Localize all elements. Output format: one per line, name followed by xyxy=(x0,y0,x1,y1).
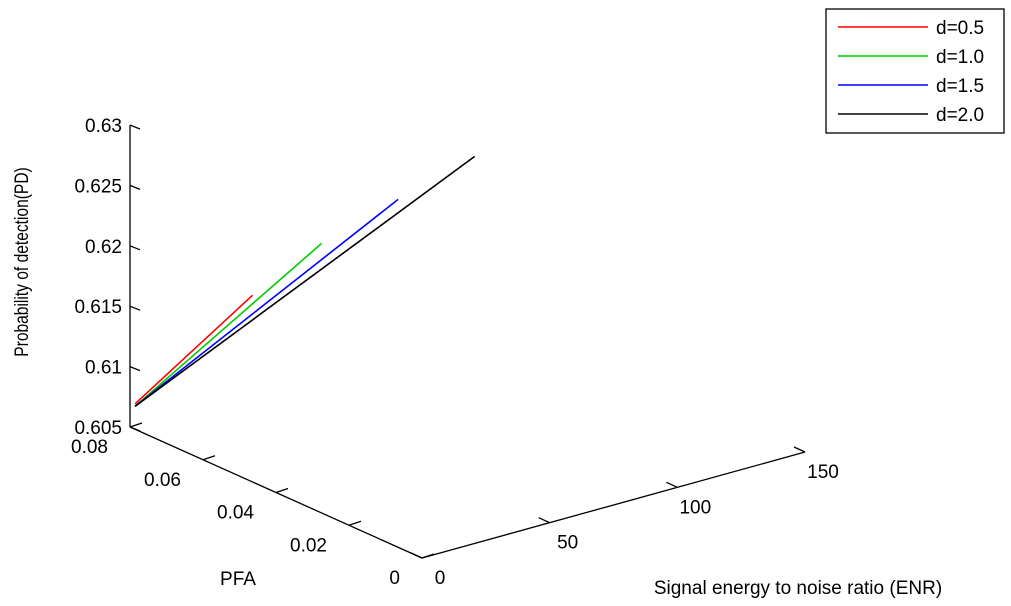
z-tick xyxy=(129,124,141,130)
z-tick xyxy=(129,426,141,432)
x-axis-line xyxy=(421,451,806,559)
z-tick-label: 0.615 xyxy=(74,297,122,318)
y-tick-label: 0.04 xyxy=(217,503,254,524)
legend-label: d=2.0 xyxy=(936,105,984,126)
z-tick-label: 0.63 xyxy=(85,116,122,137)
x-axis-title: Signal energy to noise ratio (ENR) xyxy=(654,578,942,599)
legend-label: d=1.0 xyxy=(936,47,984,68)
z-tick xyxy=(129,184,141,191)
legend-label: d=0.5 xyxy=(936,18,984,39)
y-tick xyxy=(421,553,435,559)
axes: 0 50 100 150 0 0.02 0.04 0.06 0.080.605 0.61 0.615… xyxy=(11,116,943,599)
legend: d=0.5 d=1.0 d=1.5 d=2.0 xyxy=(825,8,1005,134)
z-tick xyxy=(129,245,141,251)
y-tick-label: 0.06 xyxy=(144,470,181,491)
legend-box xyxy=(825,8,1005,134)
z-tick xyxy=(129,365,141,372)
z-tick-label: 0.605 xyxy=(74,418,122,439)
x-tick xyxy=(666,481,678,488)
y-tick-label: 0.02 xyxy=(290,535,327,556)
series-line xyxy=(134,242,323,407)
x-tick-label: 0 xyxy=(435,568,446,589)
z-tick-label: 0.625 xyxy=(74,176,122,197)
x-tick-label: 50 xyxy=(557,533,578,554)
x-tick xyxy=(538,517,550,524)
y-tick xyxy=(202,455,216,461)
y-tick-label: 0 xyxy=(389,568,400,589)
z-tick-label: 0.62 xyxy=(85,237,122,258)
y-tick-label: 0.08 xyxy=(71,437,108,458)
series-line xyxy=(134,198,399,407)
legend-label: d=1.5 xyxy=(936,76,984,97)
z-tick xyxy=(129,305,141,311)
plot-area xyxy=(134,155,476,407)
z-tick-label: 0.61 xyxy=(85,358,122,379)
series-line xyxy=(134,155,476,407)
z-axis-title: Probability of detection(PD) xyxy=(11,167,33,356)
y-tick xyxy=(275,487,289,494)
y-tick xyxy=(129,422,143,428)
y-tick xyxy=(348,520,362,526)
x-tick xyxy=(410,552,423,559)
x-tick xyxy=(793,446,806,453)
series-line xyxy=(134,294,254,405)
x-tick-label: 100 xyxy=(679,497,711,518)
y-axis-title: PFA xyxy=(220,569,256,590)
x-tick-label: 150 xyxy=(807,462,839,483)
